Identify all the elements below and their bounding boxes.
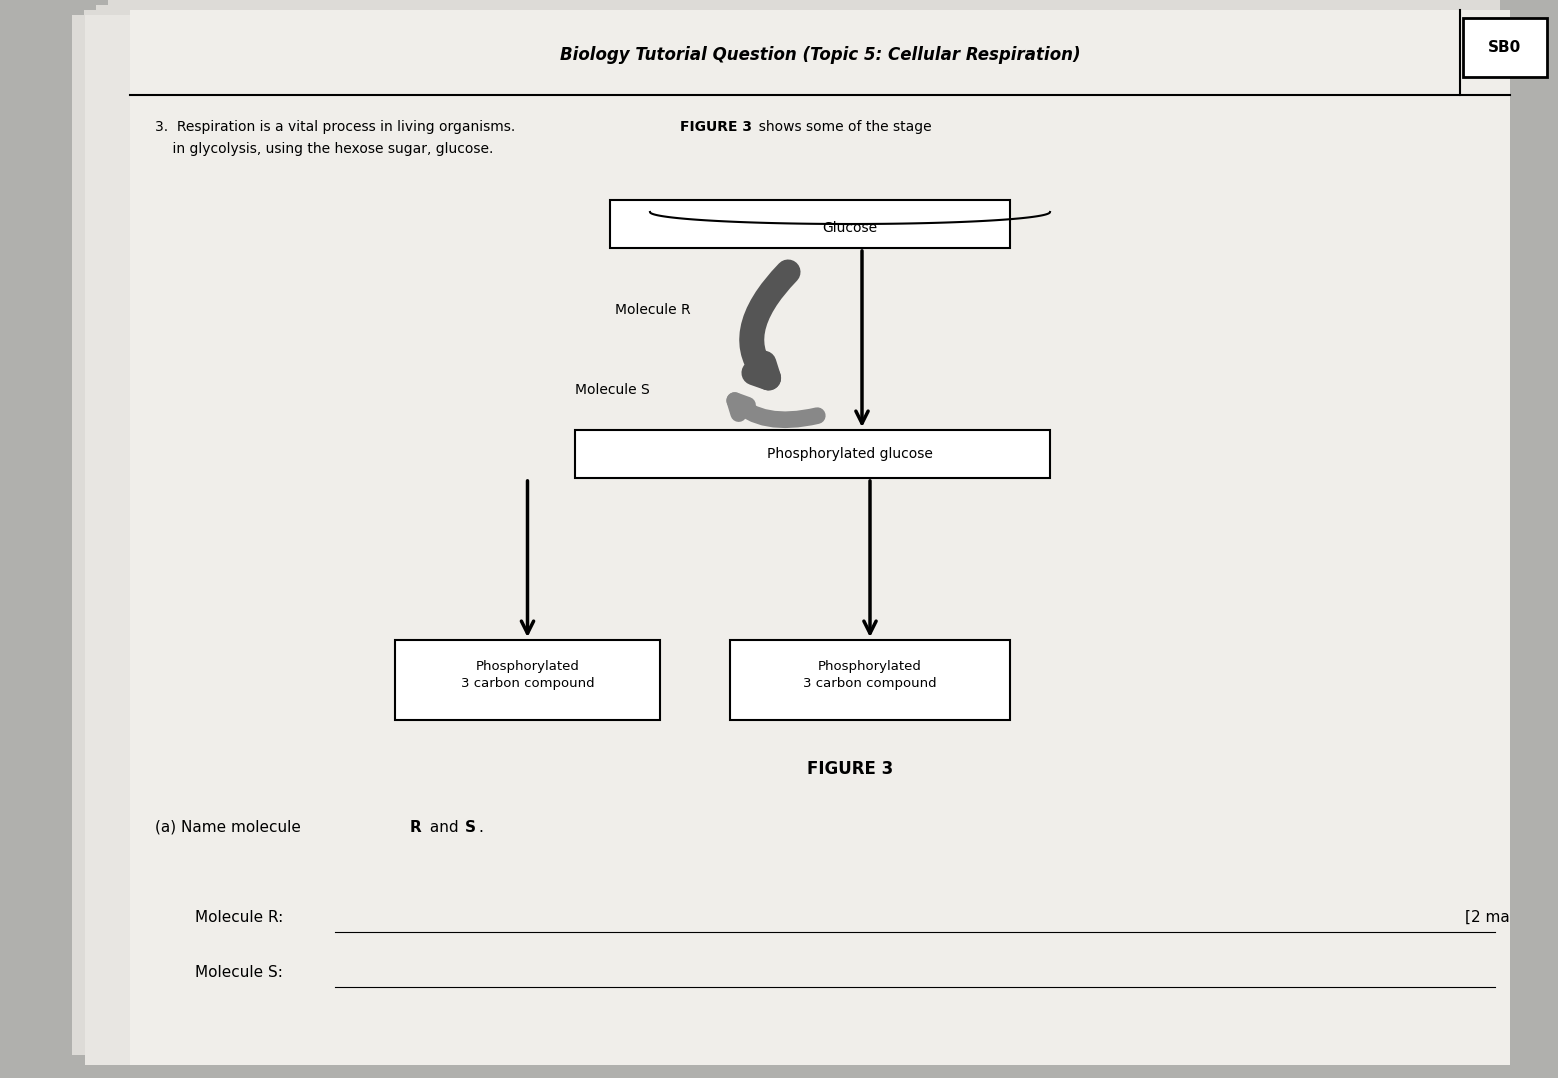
Text: R: R bbox=[410, 820, 422, 835]
FancyArrowPatch shape bbox=[735, 401, 818, 419]
Text: SB0: SB0 bbox=[1488, 40, 1522, 55]
FancyArrowPatch shape bbox=[751, 272, 788, 378]
Text: and: and bbox=[425, 820, 463, 835]
Text: S: S bbox=[464, 820, 477, 835]
Text: (a) Name molecule: (a) Name molecule bbox=[154, 820, 305, 835]
Text: in glycolysis, using the hexose sugar, glucose.: in glycolysis, using the hexose sugar, g… bbox=[154, 142, 494, 156]
Text: FIGURE 3: FIGURE 3 bbox=[807, 760, 893, 778]
Text: Phosphorylated glucose: Phosphorylated glucose bbox=[767, 447, 933, 461]
Text: Glucose: Glucose bbox=[823, 221, 877, 235]
Text: shows some of the stage: shows some of the stage bbox=[749, 120, 932, 134]
Text: Molecule R: Molecule R bbox=[615, 303, 690, 317]
Text: Phosphorylated
3 carbon compound: Phosphorylated 3 carbon compound bbox=[461, 660, 594, 690]
FancyBboxPatch shape bbox=[575, 430, 1050, 478]
Text: Biology Tutorial Question (Topic 5: Cellular Respiration): Biology Tutorial Question (Topic 5: Cell… bbox=[559, 46, 1080, 64]
Text: FIGURE 3: FIGURE 3 bbox=[679, 120, 753, 134]
Text: Phosphorylated
3 carbon compound: Phosphorylated 3 carbon compound bbox=[804, 660, 936, 690]
FancyBboxPatch shape bbox=[611, 201, 1010, 248]
FancyBboxPatch shape bbox=[84, 10, 1465, 1050]
FancyBboxPatch shape bbox=[97, 5, 1475, 1045]
Text: 3.  Respiration is a vital process in living organisms.: 3. Respiration is a vital process in liv… bbox=[154, 120, 520, 134]
FancyBboxPatch shape bbox=[396, 640, 661, 720]
FancyBboxPatch shape bbox=[86, 15, 1465, 1065]
Text: Molecule S: Molecule S bbox=[575, 383, 650, 397]
Text: Molecule S:: Molecule S: bbox=[195, 965, 284, 980]
FancyBboxPatch shape bbox=[108, 0, 1488, 1040]
Text: Molecule R:: Molecule R: bbox=[195, 910, 284, 925]
Text: [2 ma: [2 ma bbox=[1465, 910, 1510, 925]
Text: .: . bbox=[478, 820, 483, 835]
FancyBboxPatch shape bbox=[731, 640, 1010, 720]
FancyBboxPatch shape bbox=[129, 10, 1510, 1065]
FancyBboxPatch shape bbox=[120, 0, 1500, 1035]
FancyBboxPatch shape bbox=[72, 15, 1452, 1055]
FancyBboxPatch shape bbox=[1463, 18, 1547, 77]
